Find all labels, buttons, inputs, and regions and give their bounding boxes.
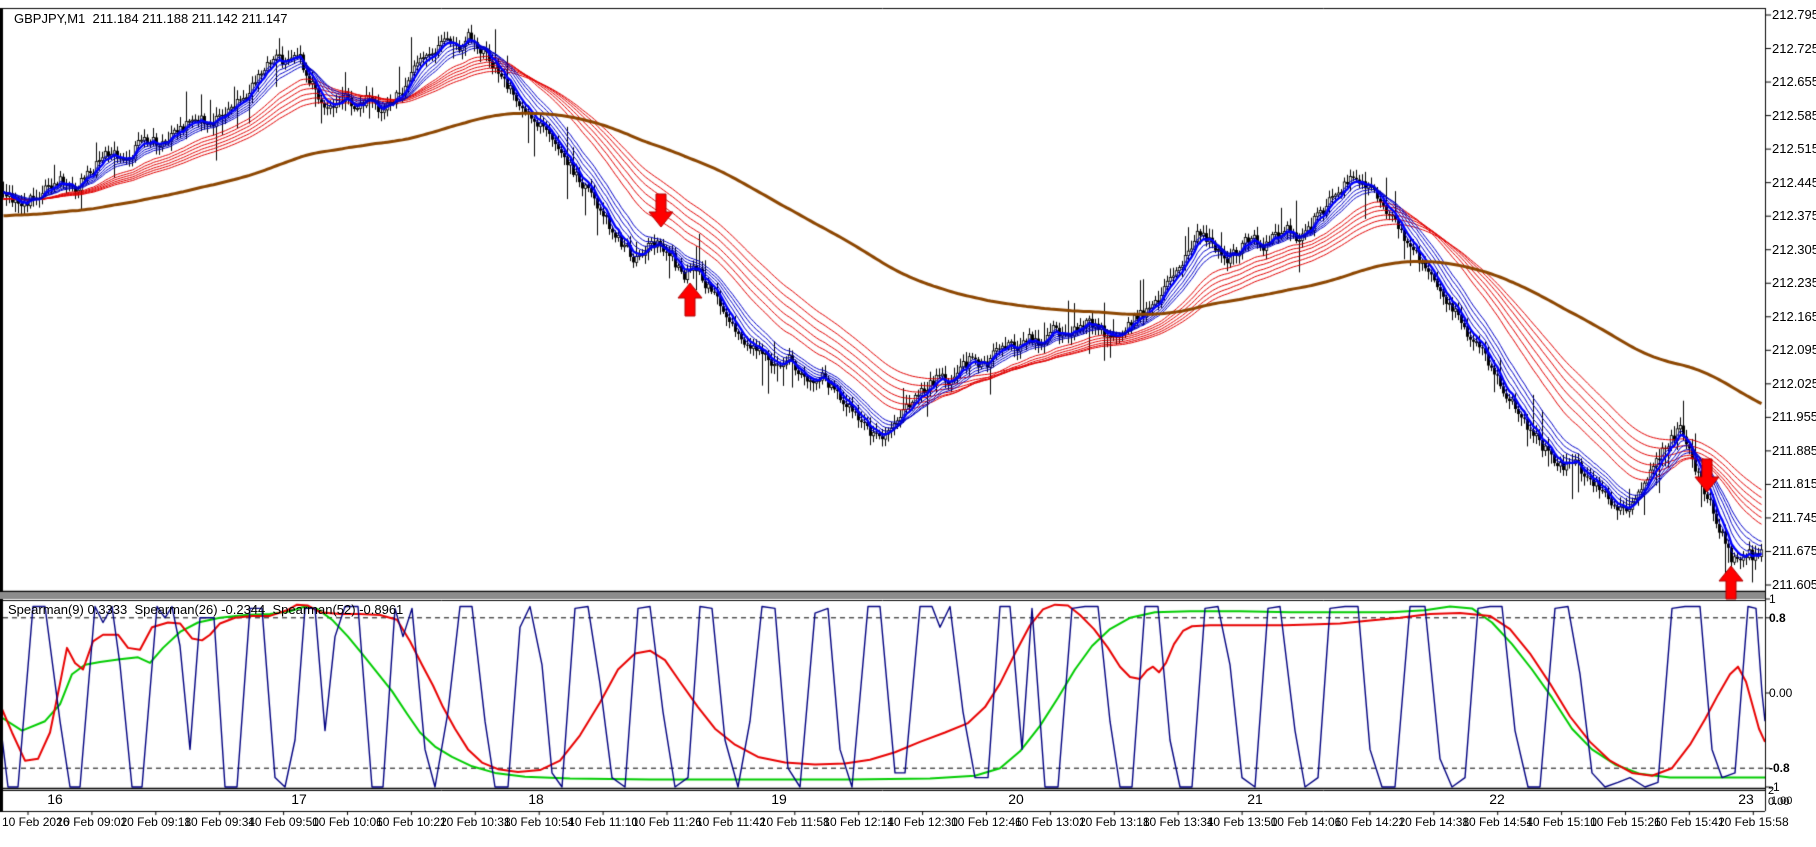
strip-scale-label: 0.00: [1768, 796, 1790, 808]
time-axis-label: 10 Feb 15:42: [1654, 815, 1725, 829]
price-tick-label: 211.675: [1772, 543, 1816, 559]
strip-scale-label: 2: [1768, 785, 1775, 797]
strip-scale-label: 1.00: [1771, 795, 1793, 807]
price-tick-label: 212.445: [1772, 174, 1816, 190]
indicator-level-label: 1: [1769, 592, 1776, 606]
day-number-label: 23: [1738, 791, 1754, 807]
price-tick-label: 212.095: [1772, 342, 1816, 358]
time-axis-label: 10 Feb 12:14: [823, 815, 895, 829]
price-tick-label: 212.305: [1772, 241, 1816, 257]
time-axis-label: 10 Feb 13:18: [1078, 815, 1150, 829]
day-number-label: 22: [1489, 791, 1505, 807]
day-number-label: 19: [771, 791, 787, 807]
price-tick-label: 211.605: [1772, 577, 1816, 592]
time-axis-label: 10 Feb 11:26: [632, 815, 702, 829]
price-tick-label: 212.165: [1772, 308, 1816, 324]
time-axis-label: 10 Feb 14:54: [1462, 815, 1534, 829]
price-tick-label: 212.655: [1772, 74, 1816, 90]
time-axis-label: 10 Feb 2026: [2, 815, 70, 829]
time-axis-label: 10 Feb 11:10: [568, 815, 639, 829]
time-axis-label: 10 Feb 09:02: [56, 815, 128, 829]
time-axis-label: 10 Feb 10:06: [312, 815, 383, 829]
price-tick-label: 212.585: [1772, 107, 1816, 123]
time-axis-label: 10 Feb 14:06: [1270, 815, 1342, 829]
price-tick-label: 211.745: [1772, 509, 1816, 525]
time-axis-label: 10 Feb 15:26: [1590, 815, 1661, 829]
time-axis-label: 10 Feb 13:50: [1206, 815, 1278, 829]
price-tick-label: 211.885: [1772, 442, 1816, 458]
time-axis-label: 10 Feb 13:34: [1142, 815, 1214, 829]
time-axis-label: 10 Feb 14:22: [1334, 815, 1406, 829]
day-number-label: 20: [1008, 791, 1024, 807]
time-axis-label: 10 Feb 10:54: [503, 815, 575, 829]
time-axis-label: 10 Feb 15:58: [1717, 815, 1789, 829]
time-axis-label: 10 Feb 11:58: [759, 815, 830, 829]
time-axis-label: 10 Feb 15:10: [1526, 815, 1597, 829]
time-axis-label: 10 Feb 11:42: [695, 815, 766, 829]
ohlc-readout: [85, 11, 92, 26]
day-number-label: 17: [291, 791, 307, 807]
price-tick-label: 212.025: [1772, 375, 1816, 391]
time-axis-label: 10 Feb 09:50: [248, 815, 319, 829]
time-axis-label: 10 Feb 13:02: [1015, 815, 1086, 829]
day-number-label: 18: [528, 791, 544, 807]
price-tick-label: 212.795: [1772, 7, 1816, 22]
price-tick-label: 212.375: [1772, 208, 1816, 224]
ohlc-values: 211.184 211.188 211.142 211.147: [92, 11, 288, 26]
price-tick-label: 211.955: [1772, 409, 1816, 425]
time-axis-label: 10 Feb 10:38: [439, 815, 511, 829]
time-axis-label: 10 Feb 09:18: [120, 815, 192, 829]
price-tick-label: 211.815: [1772, 476, 1816, 492]
chart-title: GBPJPY,M1 211.184 211.188 211.142 211.14…: [14, 11, 287, 26]
time-axis-label: 10 Feb 14:38: [1398, 815, 1470, 829]
indicator-level-label: -1: [1769, 780, 1780, 794]
symbol-timeframe: GBPJPY,M1: [14, 11, 86, 26]
indicator-level-label: -0.8: [1769, 761, 1790, 776]
day-number-label: 21: [1247, 791, 1263, 807]
time-axis-label: 10 Feb 09:34: [184, 815, 256, 829]
price-tick-label: 212.235: [1772, 275, 1816, 291]
time-axis-label: 10 Feb 12:30: [887, 815, 958, 829]
indicator-label: Spearman(9) 0.3333 Spearman(26) -0.2344 …: [8, 602, 404, 617]
price-tick-label: 212.515: [1772, 141, 1816, 157]
price-tick-label: 212.725: [1772, 40, 1816, 56]
time-axis-label: 10 Feb 12:46: [951, 815, 1022, 829]
indicator-level-label: 0.00: [1769, 686, 1793, 700]
day-number-label: 16: [47, 791, 63, 807]
time-axis-label: 10 Feb 10:22: [376, 815, 447, 829]
indicator-level-label: 0.8: [1769, 610, 1786, 625]
